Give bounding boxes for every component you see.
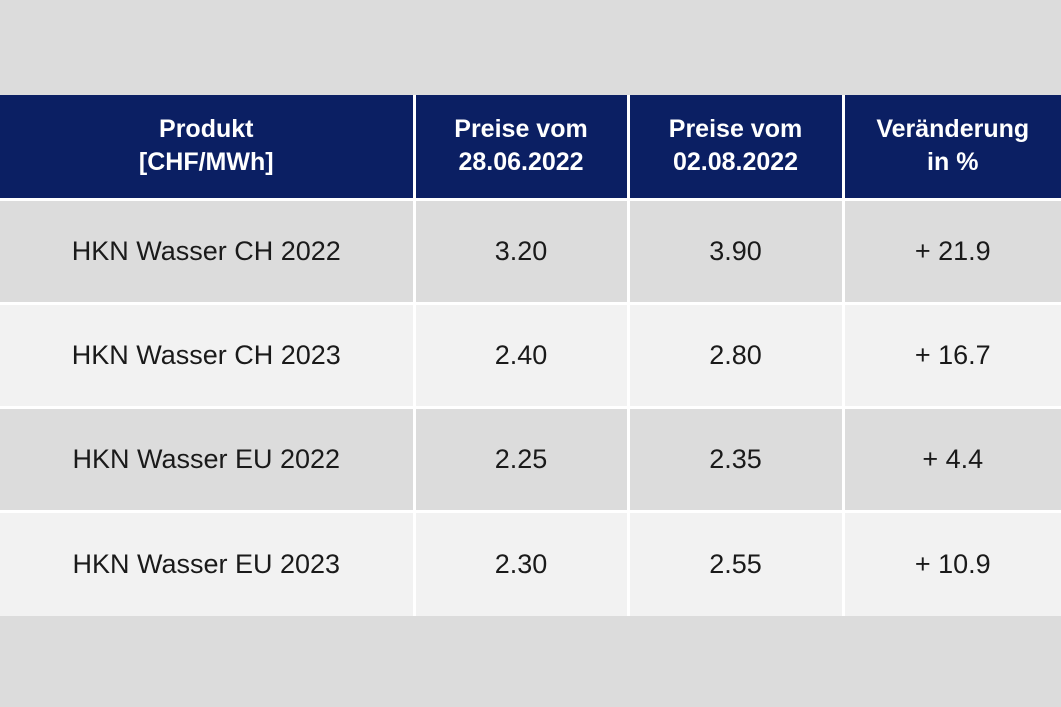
header-product-line1: Produkt [159, 115, 254, 144]
table-header: Produkt [CHF/MWh] Preise vom 28.06.2022 … [0, 95, 1061, 201]
cell-change: + 16.7 [841, 303, 1061, 409]
header-product-line2: [CHF/MWh] [138, 148, 274, 177]
cell-change: + 10.9 [841, 511, 1061, 616]
cell-product: HKN Wasser CH 2023 [0, 303, 414, 409]
cell-price-0208: 2.55 [626, 511, 843, 616]
table-row: HKN Wasser CH 2022 3.20 3.90 + 21.9 [0, 199, 1061, 305]
table-row: HKN Wasser EU 2023 2.30 2.55 + 10.9 [0, 511, 1061, 616]
cell-product: HKN Wasser EU 2022 [0, 407, 414, 513]
header-price-2806-line1: Preise vom [454, 115, 588, 144]
cell-product: HKN Wasser EU 2023 [0, 511, 414, 616]
cell-price-2806: 2.30 [412, 511, 628, 616]
cell-change: + 21.9 [841, 199, 1061, 305]
header-price-2806: Preise vom 28.06.2022 [412, 95, 628, 201]
cell-price-0208: 2.35 [626, 407, 843, 513]
table-body: HKN Wasser CH 2022 3.20 3.90 + 21.9 HKN … [0, 199, 1061, 616]
header-change-line2: in % [927, 148, 979, 177]
cell-price-0208: 2.80 [626, 303, 843, 409]
header-price-2806-line2: 28.06.2022 [458, 148, 584, 177]
table-row: HKN Wasser CH 2023 2.40 2.80 + 16.7 [0, 303, 1061, 409]
table-row: HKN Wasser EU 2022 2.25 2.35 + 4.4 [0, 407, 1061, 513]
header-change: Veränderung in % [841, 95, 1061, 201]
cell-price-2806: 2.25 [412, 407, 628, 513]
header-product: Produkt [CHF/MWh] [0, 95, 414, 201]
header-price-0208: Preise vom 02.08.2022 [626, 95, 843, 201]
header-change-line1: Veränderung [876, 115, 1030, 144]
header-price-0208-line2: 02.08.2022 [672, 148, 799, 177]
cell-product: HKN Wasser CH 2022 [0, 199, 414, 305]
header-row: Produkt [CHF/MWh] Preise vom 28.06.2022 … [0, 95, 1061, 201]
price-table: Produkt [CHF/MWh] Preise vom 28.06.2022 … [0, 95, 1061, 616]
cell-price-2806: 2.40 [412, 303, 628, 409]
cell-price-2806: 3.20 [412, 199, 628, 305]
header-price-0208-line1: Preise vom [668, 115, 803, 144]
cell-price-0208: 3.90 [626, 199, 843, 305]
cell-change: + 4.4 [841, 407, 1061, 513]
